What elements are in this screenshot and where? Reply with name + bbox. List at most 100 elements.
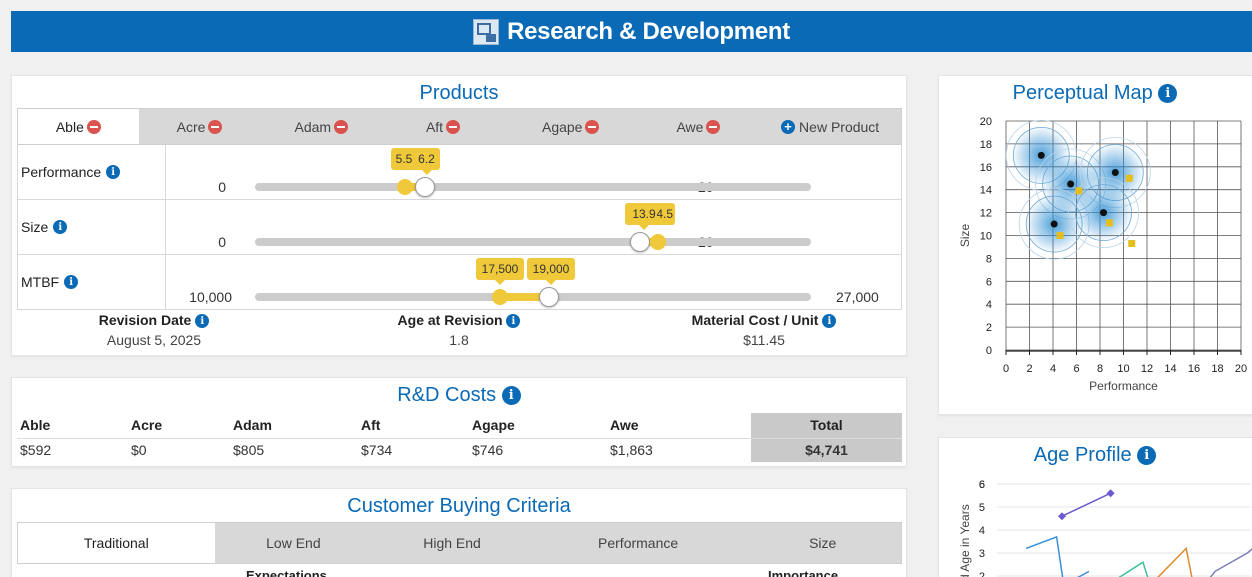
product-point-current xyxy=(1100,209,1108,217)
rd-costs-title: R&D Costs xyxy=(397,384,497,406)
performance-current-handle[interactable] xyxy=(397,179,413,195)
plus-icon: + xyxy=(781,119,796,134)
cost-cell: $734 xyxy=(361,442,393,459)
tab-adam[interactable]: Adam xyxy=(260,109,382,144)
expectations-header: Expectations xyxy=(246,568,327,577)
material-cost-stat: Material Cost / Unit i $11.45 xyxy=(654,312,874,348)
age-profile-title: Age Profile xyxy=(1033,444,1132,466)
info-icon[interactable]: i xyxy=(1158,84,1178,104)
x-tick-label: 0 xyxy=(1003,363,1009,375)
info-icon[interactable]: i xyxy=(106,165,121,179)
age-at-revision-value: 1.8 xyxy=(449,332,469,349)
tab-acre[interactable]: Acre xyxy=(139,109,261,144)
x-tick-label: 10 xyxy=(1117,363,1129,375)
age-series-line xyxy=(1061,492,1111,517)
segment-outer-circle xyxy=(1068,177,1139,248)
perceptual-map-chart: 0 2 4 6 8 10 12 14 16 18 20 0 2 4 6 8 10 12 14 16 18 20 Perfor… xyxy=(958,116,1247,393)
mtbf-fill xyxy=(500,293,549,301)
revision-date-value: August 5, 2025 xyxy=(106,332,202,349)
tab-awe[interactable]: Awe xyxy=(638,109,760,144)
x-tick-label: 12 xyxy=(1141,363,1153,375)
info-icon[interactable]: i xyxy=(53,220,68,234)
product-point-revised xyxy=(1105,219,1113,227)
performance-track[interactable] xyxy=(255,183,811,191)
x-tick-label: 18 xyxy=(1211,363,1223,375)
size-target-handle[interactable] xyxy=(630,232,650,252)
age-series-line xyxy=(1077,570,1090,577)
tab-aft[interactable]: Aft xyxy=(382,109,504,144)
remove-icon[interactable] xyxy=(86,119,101,134)
y-axis-label: red Age in Years xyxy=(958,504,972,577)
x-tick-label: 6 xyxy=(1073,363,1079,375)
age-series-line xyxy=(1209,548,1252,577)
tab-performance[interactable]: Performance xyxy=(598,535,679,551)
product-point-current xyxy=(1067,180,1075,188)
product-point-revised xyxy=(1056,232,1064,239)
tab-size[interactable]: Size xyxy=(809,535,837,551)
age-point-marker xyxy=(1106,489,1115,498)
x-tick-label: 2 xyxy=(1026,363,1032,375)
y-tick-label: 3 xyxy=(979,548,985,560)
size-min: 0 xyxy=(218,234,226,250)
y-tick-label: 5 xyxy=(979,502,985,514)
info-icon[interactable]: i xyxy=(64,275,79,289)
y-tick-label: 20 xyxy=(980,116,992,128)
tab-low-end[interactable]: Low End xyxy=(266,535,321,551)
x-tick-label: 16 xyxy=(1188,363,1200,375)
customer-buying-criteria-panel: Customer Buying Criteria Traditional Low… xyxy=(11,488,907,577)
size-label: Size xyxy=(21,219,49,235)
tab-able[interactable]: Able xyxy=(18,109,139,144)
cbc-title: Customer Buying Criteria xyxy=(347,495,571,517)
remove-icon[interactable] xyxy=(585,119,600,134)
rd-costs-table: Able Acre Adam Aft Agape Awe Total $592 … xyxy=(17,413,902,462)
y-tick-label: 8 xyxy=(986,253,992,265)
age-series-line xyxy=(1157,546,1193,577)
total-cell: $4,741 xyxy=(751,438,902,462)
y-tick-label: 14 xyxy=(980,185,992,197)
remove-icon[interactable] xyxy=(334,119,349,134)
info-icon[interactable]: i xyxy=(822,314,837,329)
page-title: Research & Development xyxy=(507,17,790,45)
age-series-line xyxy=(1118,561,1149,577)
column-header: Awe xyxy=(607,413,751,439)
new-product-button[interactable]: + New Product xyxy=(759,109,901,144)
y-tick-label: 4 xyxy=(979,525,985,537)
cost-cell: $746 xyxy=(472,442,504,459)
y-tick-label: 18 xyxy=(980,139,992,151)
product-point-revised xyxy=(1128,240,1136,248)
mtbf-max: 27,000 xyxy=(836,289,879,305)
performance-target-handle[interactable] xyxy=(415,177,435,197)
cost-cell: $1,863 xyxy=(610,442,653,459)
y-tick-label: 6 xyxy=(979,479,985,491)
x-tick-label: 8 xyxy=(1097,363,1103,375)
remove-icon[interactable] xyxy=(446,119,461,134)
cost-cell: $592 xyxy=(20,442,52,459)
size-current-handle[interactable] xyxy=(650,234,666,250)
info-icon[interactable]: i xyxy=(506,314,521,329)
tab-agape[interactable]: Agape xyxy=(504,109,638,144)
info-icon[interactable]: i xyxy=(195,314,210,329)
y-tick-label: 6 xyxy=(979,479,985,491)
importance-header: Importance xyxy=(768,568,839,577)
table-row: $592 $0 $805 $734 $746 $1,863 $4,741 xyxy=(17,438,902,462)
age-point-marker xyxy=(1058,512,1066,521)
y-tick-label: 16 xyxy=(980,162,992,174)
mtbf-target-handle[interactable] xyxy=(539,287,559,307)
product-point-revised xyxy=(1075,187,1083,195)
column-header: Aft xyxy=(358,413,469,439)
mtbf-target-tooltip: 19,000 xyxy=(527,258,575,285)
total-header: Total xyxy=(751,413,902,439)
remove-icon[interactable] xyxy=(706,119,721,134)
size-track[interactable] xyxy=(255,238,811,246)
y-axis-label: Size xyxy=(958,224,972,248)
performance-label: Performance xyxy=(21,164,102,180)
mtbf-current-handle[interactable] xyxy=(492,289,508,305)
tab-high-end[interactable]: High End xyxy=(423,535,481,551)
remove-icon[interactable] xyxy=(208,119,223,134)
info-icon[interactable]: i xyxy=(501,386,521,406)
rd-logo-icon xyxy=(473,18,500,45)
tab-traditional[interactable]: Traditional xyxy=(18,523,215,563)
product-point-current xyxy=(1111,169,1119,177)
info-icon[interactable]: i xyxy=(1137,446,1157,466)
